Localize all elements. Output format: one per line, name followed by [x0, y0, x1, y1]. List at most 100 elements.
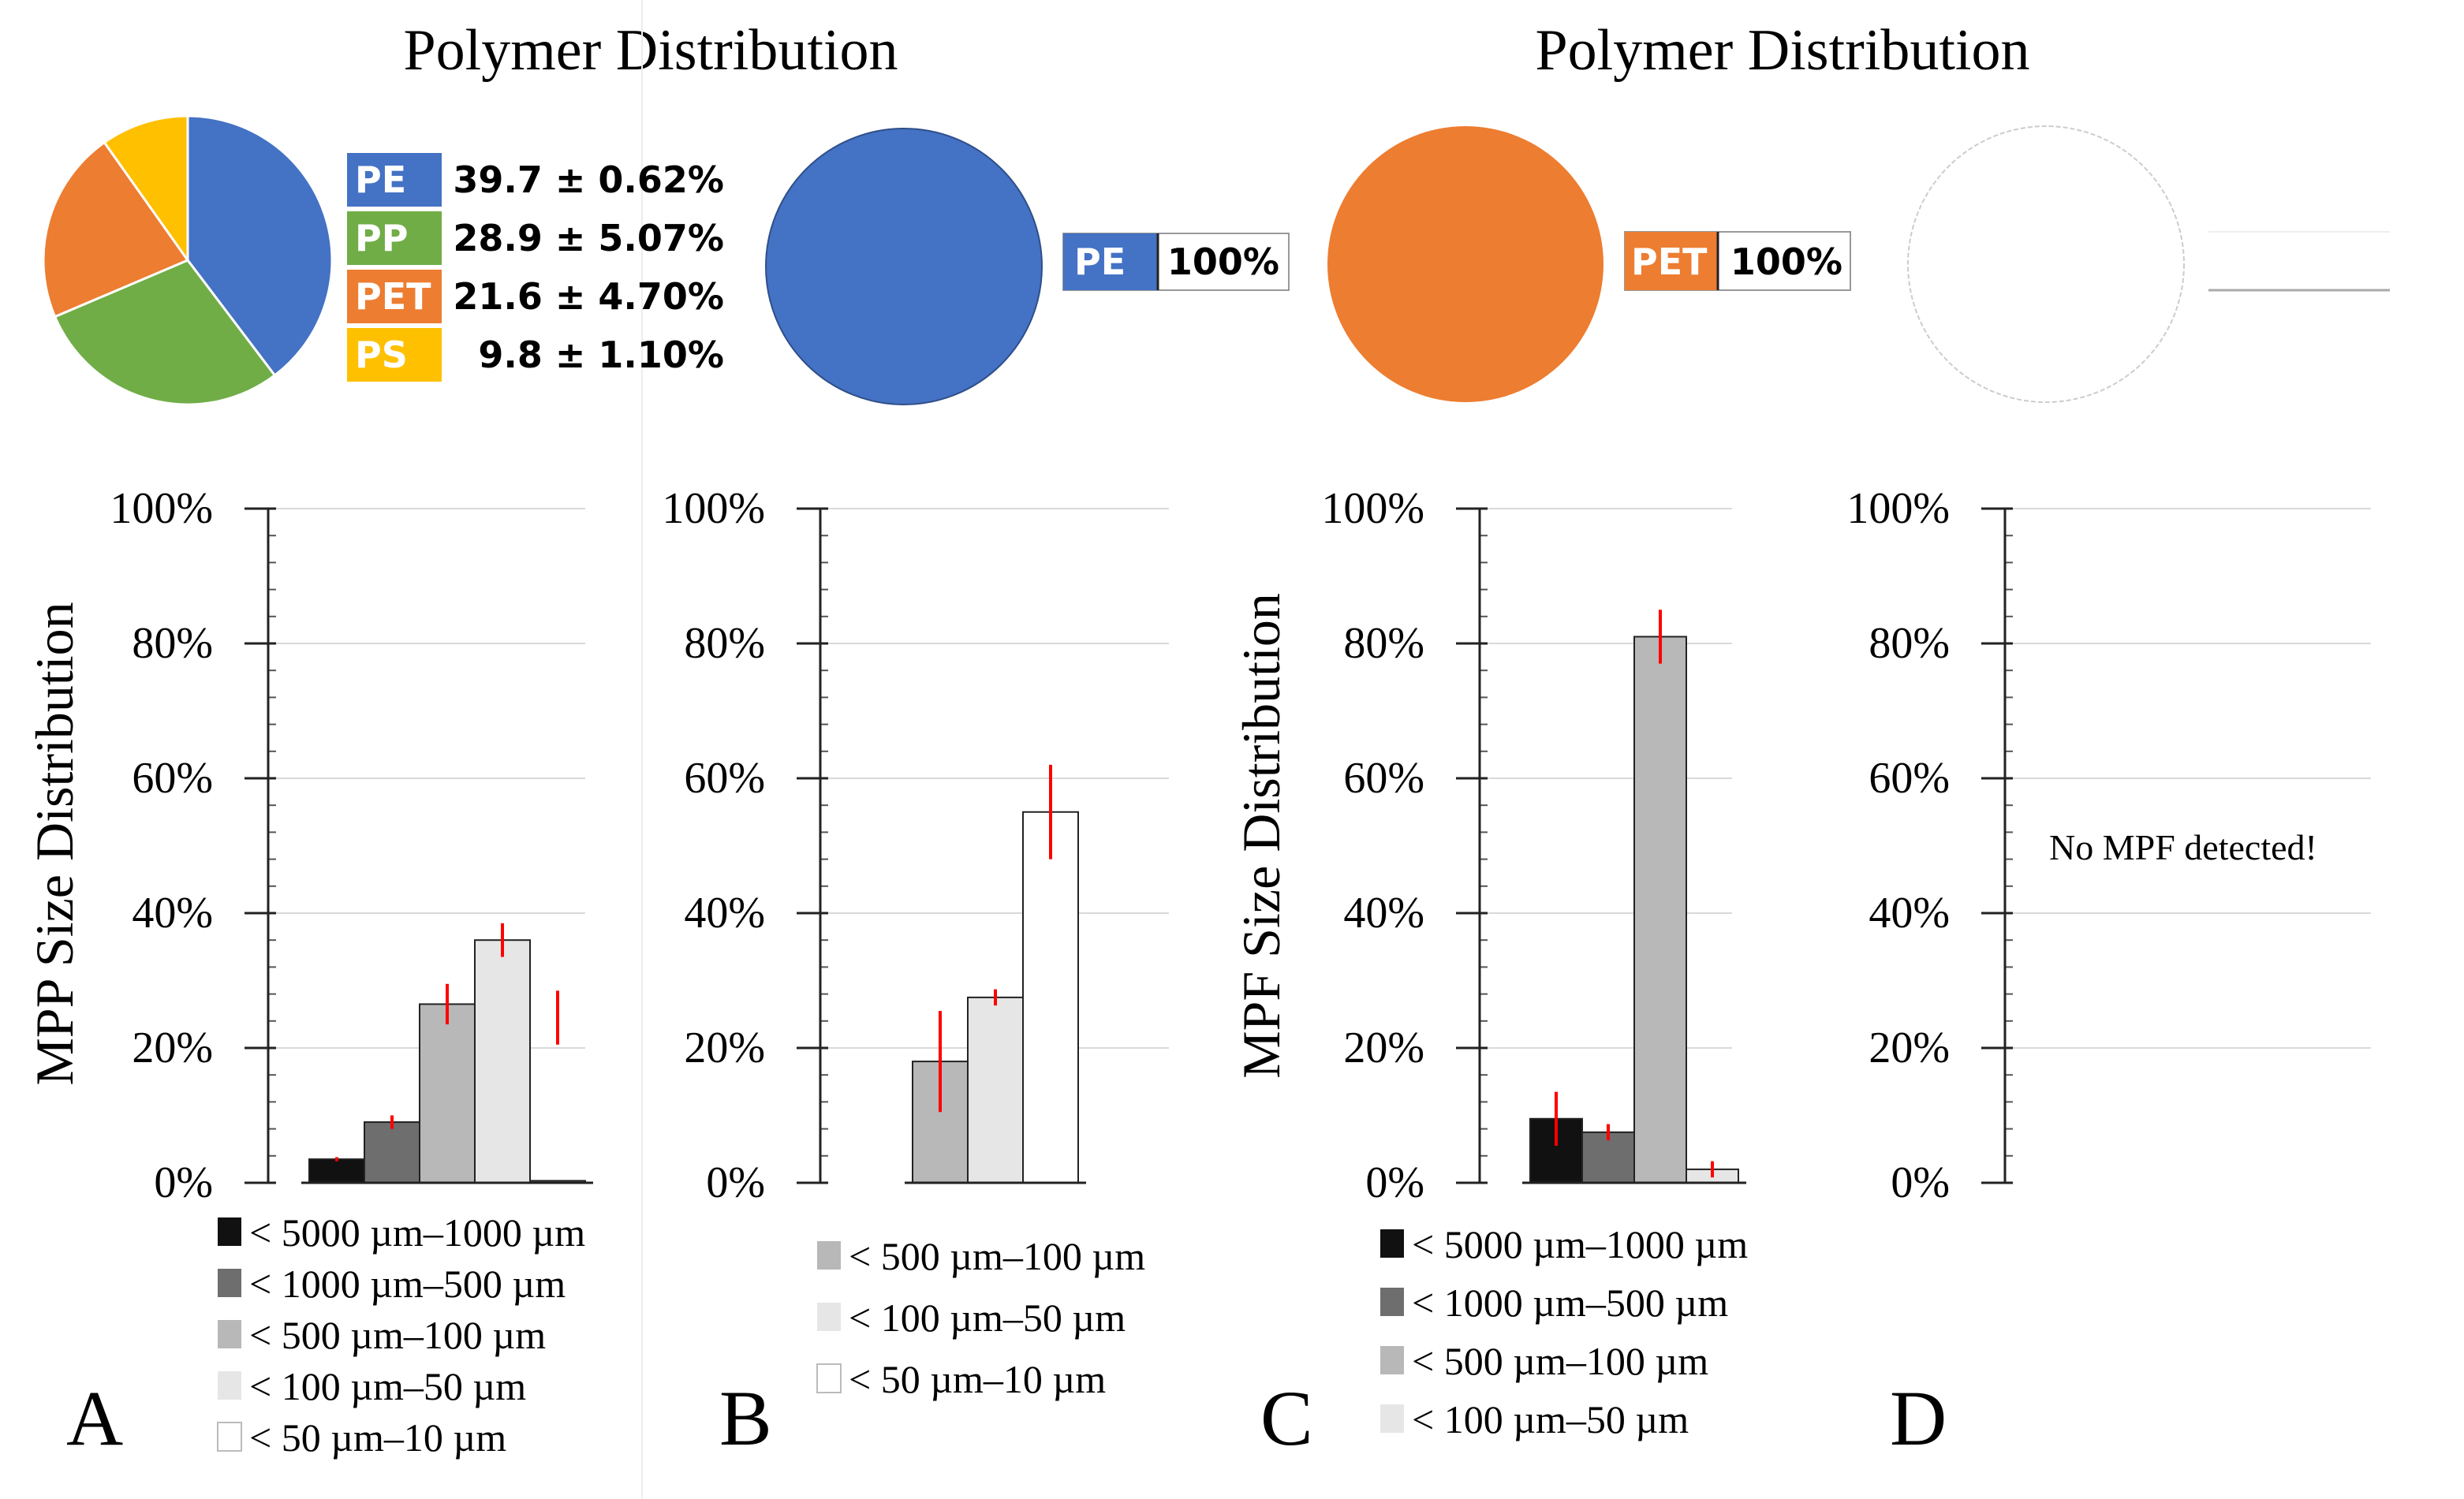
ytick-label-a: 100% [110, 484, 213, 533]
bar-chart-a: 0% 20% 40% 60% 80% 100% [110, 484, 593, 1207]
legend-label-pet: PET [355, 275, 431, 318]
legend-label-a-2: < 500 µm–100 µm [249, 1313, 546, 1357]
legend-swatch-a-0 [218, 1217, 241, 1246]
legend-swatch-a-4 [217, 1422, 242, 1452]
bar-c-legend: < 5000 µm–1000 µm < 1000 µm–500 µm < 500 µ… [1380, 1222, 1748, 1441]
ytick-label-c: 0% [1365, 1158, 1424, 1207]
ytick-label-b: 0% [706, 1158, 765, 1207]
legend-swatch-b-1 [817, 1303, 841, 1331]
legend-label-a-3: < 100 µm–50 µm [249, 1364, 526, 1408]
bar-a-2 [419, 1003, 476, 1184]
legend-label-a-1: < 1000 µm–500 µm [249, 1262, 566, 1306]
bar-chart-d: 0% 20% 40% 60% 80% 100% [1846, 484, 2371, 1207]
legend-label-pe: PE [355, 158, 406, 201]
pie-c-legend-swatch [1625, 232, 1718, 290]
bar-chart-c: 0% 20% 40% 60% 80% 100% [1321, 484, 1746, 1207]
legend-label-a-4: < 50 µm–10 µm [249, 1415, 506, 1460]
pie-c-legend-value: 100% [1730, 241, 1842, 283]
pie-a-slice-ps [103, 114, 189, 264]
legend-swatch-pet [347, 270, 442, 323]
no-mpf-annotation: No MPF detected! [2049, 827, 2317, 867]
ytick-label-a: 80% [132, 619, 213, 668]
pie-a-slice-pp [53, 259, 277, 406]
panel-label-a: A [66, 1374, 123, 1462]
legend-value-pe: 39.7 ± 0.62% [453, 158, 724, 201]
ytick-label-d: 80% [1869, 619, 1950, 668]
ytick-label-a: 40% [132, 889, 213, 938]
bar-a-3 [474, 939, 531, 1184]
ytick-label-b: 80% [684, 619, 765, 668]
bar-b-legend: < 500 µm–100 µm < 100 µm–50 µm < 50 µm–10 … [816, 1234, 1145, 1401]
pie-a-slice-pet [42, 140, 190, 319]
legend-value-pet: 21.6 ± 4.70% [453, 275, 724, 318]
title-left: Polymer Distribution [404, 18, 898, 83]
ytick-label-d: 100% [1846, 484, 1950, 533]
bar-b-1 [967, 996, 1024, 1184]
ytick-label-c: 60% [1343, 754, 1424, 803]
legend-label-ps: PS [355, 334, 408, 376]
legend-label-c-0: < 5000 µm–1000 µm [1412, 1222, 1748, 1266]
y-axis-title-a: MPP Size Distribution [24, 602, 84, 1085]
legend-label-c-1: < 1000 µm–500 µm [1412, 1281, 1728, 1325]
pie-b-legend-value: 100% [1167, 241, 1279, 283]
ytick-label-d: 60% [1869, 754, 1950, 803]
pie-b-legend: PE 100% [1062, 233, 1290, 291]
ytick-label-c: 20% [1343, 1024, 1424, 1072]
legend-swatch-pp [347, 211, 442, 265]
ytick-label-c: 80% [1343, 619, 1424, 668]
legend-swatch-b-0 [817, 1241, 841, 1270]
pie-b-legend-label: PE [1074, 241, 1126, 283]
pie-c-legend-label: PET [1631, 241, 1708, 283]
panel-label-d: D [1890, 1374, 1947, 1462]
bar-b-2 [1022, 811, 1079, 1184]
ytick-label-c: 100% [1321, 484, 1424, 533]
ytick-label-b: 40% [684, 889, 765, 938]
ytick-label-a: 20% [132, 1024, 213, 1072]
legend-label-a-0: < 5000 µm–1000 µm [249, 1210, 585, 1255]
legend-value-pp: 28.9 ± 5.07% [453, 217, 724, 259]
pie-a [42, 114, 334, 406]
legend-swatch-a-2 [218, 1320, 241, 1348]
legend-swatch-b-2 [816, 1363, 842, 1393]
legend-swatch-c-0 [1380, 1229, 1404, 1258]
pie-b-slice-pe [765, 128, 1043, 405]
pie-c-legend: PET 100% [1624, 231, 1851, 291]
ytick-label-b: 100% [662, 484, 765, 533]
ytick-label-d: 20% [1869, 1024, 1950, 1072]
legend-swatch-c-2 [1380, 1346, 1404, 1374]
legend-swatch-a-1 [218, 1269, 241, 1297]
bar-a-1 [364, 1121, 420, 1184]
pie-c-slice-pet [1327, 126, 1603, 402]
legend-swatch-ps [347, 328, 442, 382]
legend-label-c-3: < 100 µm–50 µm [1412, 1397, 1689, 1441]
legend-label-pp: PP [355, 217, 408, 259]
pie-d-empty [1907, 125, 2185, 403]
ytick-label-d: 0% [1891, 1158, 1950, 1207]
bar-chart-b: 0% 20% 40% 60% 80% 100% [662, 484, 1169, 1207]
legend-swatch-pe [347, 153, 442, 207]
panel-label-b: B [719, 1374, 772, 1462]
ytick-label-d: 40% [1869, 889, 1950, 938]
ytick-label-c: 40% [1343, 889, 1424, 938]
legend-label-b-1: < 100 µm–50 µm [849, 1296, 1126, 1340]
pie-a-slice-pe [186, 114, 334, 378]
legend-value-ps: 9.8 ± 1.10% [478, 334, 724, 376]
bar-c-2 [1633, 636, 1687, 1184]
ytick-label-a: 0% [154, 1158, 213, 1207]
pie-b-legend-swatch [1063, 233, 1158, 290]
legend-swatch-c-1 [1380, 1288, 1404, 1316]
title-right: Polymer Distribution [1536, 18, 2030, 83]
panel-label-c: C [1260, 1374, 1313, 1462]
pie-a-legend: PE 39.7 ± 0.62% PP 28.9 ± 5.07% PET 21.6… [347, 153, 724, 382]
bar-a-0 [308, 1158, 365, 1184]
legend-swatch-a-3 [218, 1371, 241, 1400]
y-axis-title-c: MPF Size Distribution [1231, 593, 1291, 1079]
bar-a-legend: < 5000 µm–1000 µm < 1000 µm–500 µm < 500 µ… [217, 1210, 585, 1460]
legend-swatch-c-3 [1380, 1404, 1404, 1433]
ytick-label-b: 60% [684, 754, 765, 803]
legend-label-b-2: < 50 µm–10 µm [849, 1357, 1106, 1401]
legend-label-b-0: < 500 µm–100 µm [849, 1234, 1145, 1278]
ytick-label-a: 60% [132, 754, 213, 803]
legend-label-c-2: < 500 µm–100 µm [1412, 1339, 1708, 1383]
